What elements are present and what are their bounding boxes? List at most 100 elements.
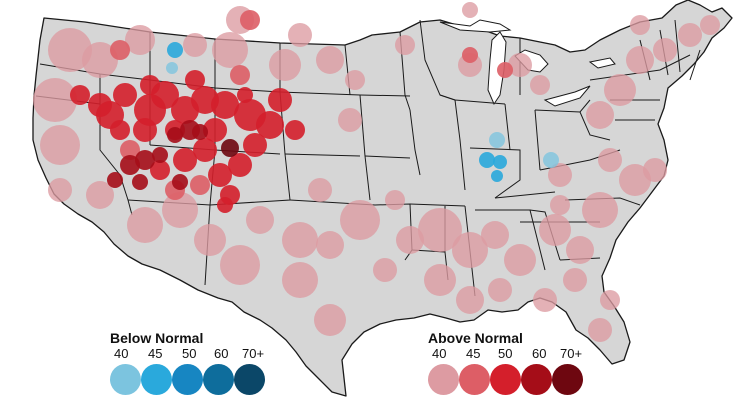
- station-bubble: [185, 70, 205, 90]
- station-bubble: [140, 75, 160, 95]
- station-bubble: [282, 222, 318, 258]
- station-bubble: [150, 160, 170, 180]
- legend-swatch-40: [110, 364, 141, 395]
- station-bubble: [316, 46, 344, 74]
- station-bubble: [340, 200, 380, 240]
- station-bubble: [88, 93, 112, 117]
- station-bubble: [700, 15, 720, 35]
- legend-label: 40: [432, 346, 447, 361]
- station-bubble: [167, 42, 183, 58]
- station-bubble: [396, 226, 424, 254]
- station-bubble: [40, 125, 80, 165]
- legend-label: 70+: [242, 346, 265, 361]
- station-bubble: [566, 236, 594, 264]
- station-bubble: [237, 87, 253, 103]
- station-bubble: [48, 178, 72, 202]
- legend-label: 50: [498, 346, 513, 361]
- legend-swatch-70: [552, 364, 583, 395]
- station-bubble: [269, 49, 301, 81]
- station-bubble: [619, 164, 651, 196]
- station-bubble: [314, 304, 346, 336]
- station-bubble: [548, 163, 572, 187]
- station-bubble: [653, 38, 677, 62]
- station-bubble: [86, 181, 114, 209]
- station-bubble: [550, 195, 570, 215]
- legend-label: 45: [466, 346, 481, 361]
- station-bubble: [256, 111, 284, 139]
- station-bubble: [600, 290, 620, 310]
- station-bubble: [582, 192, 618, 228]
- station-bubble: [316, 231, 344, 259]
- station-bubble: [212, 32, 248, 68]
- station-bubble: [193, 138, 217, 162]
- legend-swatch-45: [141, 364, 172, 395]
- station-bubble: [162, 192, 198, 228]
- station-bubble: [288, 23, 312, 47]
- station-bubble: [110, 120, 130, 140]
- station-bubble: [385, 190, 405, 210]
- station-bubbles: [33, 2, 720, 342]
- station-bubble: [395, 35, 415, 55]
- station-bubble: [192, 124, 208, 140]
- legend-above-normal: Above Normal 40 45 50 60 70+: [428, 330, 598, 396]
- station-bubble: [530, 75, 550, 95]
- legend-title: Below Normal: [110, 330, 204, 346]
- station-bubble: [48, 28, 92, 72]
- station-bubble: [543, 152, 559, 168]
- legend-label: 60: [214, 346, 229, 361]
- legend-below-normal: Below Normal 40 45 50 60 70+: [110, 330, 280, 396]
- station-bubble: [240, 10, 260, 30]
- station-bubble: [604, 74, 636, 106]
- station-bubble: [598, 148, 622, 172]
- legend-swatches: [428, 364, 598, 396]
- station-bubble: [113, 83, 137, 107]
- station-bubble: [190, 175, 210, 195]
- station-bubble: [243, 133, 267, 157]
- legend-swatches: [110, 364, 280, 396]
- station-bubble: [132, 174, 148, 190]
- station-bubble: [630, 15, 650, 35]
- station-bubble: [626, 46, 654, 74]
- station-bubble: [452, 232, 488, 268]
- legend-title: Above Normal: [428, 330, 523, 346]
- station-bubble: [282, 262, 318, 298]
- station-bubble: [308, 178, 332, 202]
- station-bubble: [678, 23, 702, 47]
- station-bubble: [228, 153, 252, 177]
- station-bubble: [588, 318, 612, 342]
- station-bubble: [462, 2, 478, 18]
- station-bubble: [166, 62, 178, 74]
- station-bubble: [152, 147, 168, 163]
- station-bubble: [488, 278, 512, 302]
- station-bubble: [345, 70, 365, 90]
- station-bubble: [107, 172, 123, 188]
- station-bubble: [456, 286, 484, 314]
- station-bubble: [172, 174, 188, 190]
- station-bubble: [221, 139, 239, 157]
- legend-labels: 40 45 50 60 70+: [428, 346, 598, 364]
- station-bubble: [539, 214, 571, 246]
- station-bubble: [246, 206, 274, 234]
- station-bubble: [491, 170, 503, 182]
- legend-label: 50: [182, 346, 197, 361]
- station-bubble: [208, 163, 232, 187]
- station-bubble: [497, 62, 513, 78]
- station-bubble: [268, 88, 292, 112]
- station-bubble: [194, 224, 226, 256]
- legend-swatch-60: [203, 364, 234, 395]
- station-bubble: [203, 118, 227, 142]
- station-bubble: [643, 158, 667, 182]
- legend-swatch-45: [459, 364, 490, 395]
- station-bubble: [217, 197, 233, 213]
- station-bubble: [504, 244, 536, 276]
- station-bubble: [493, 155, 507, 169]
- station-bubble: [533, 288, 557, 312]
- station-bubble: [508, 53, 532, 77]
- legend-swatch-70: [234, 364, 265, 395]
- station-bubble: [110, 40, 130, 60]
- legend-labels: 40 45 50 60 70+: [110, 346, 280, 364]
- station-bubble: [481, 221, 509, 249]
- station-bubble: [211, 91, 239, 119]
